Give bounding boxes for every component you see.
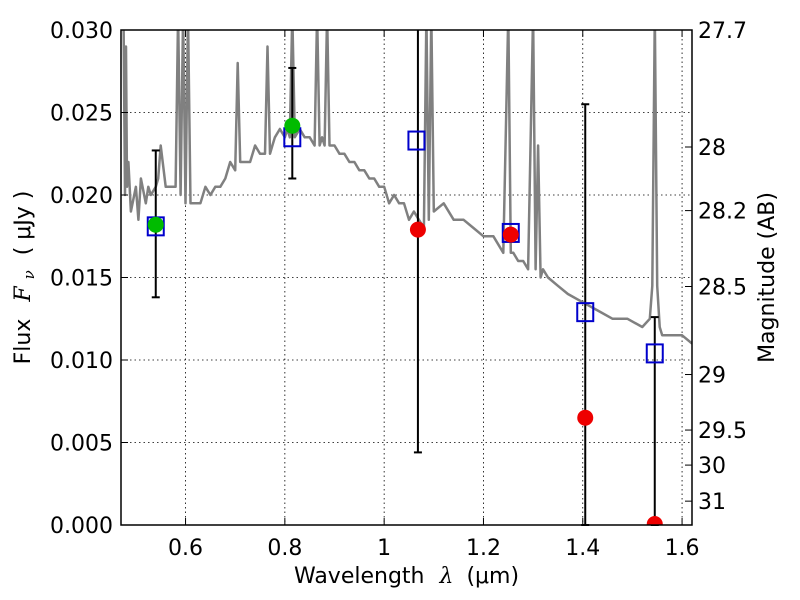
y2-tick-label: 29 — [698, 364, 726, 389]
y2-tick-label: 29.5 — [698, 419, 747, 444]
data-markers — [146, 117, 664, 525]
axis-ticks: 0.6 0.8 1 1.2 1.4 1.6 0.000 0.005 0.010 0.015 0.02… — [50, 19, 747, 561]
y-tick-label: 0.000 — [50, 514, 113, 539]
y2-tick-label: 28 — [698, 136, 726, 161]
y2-tick-label: 31 — [698, 490, 726, 515]
template-spectrum — [122, 30, 692, 345]
nondetection-point — [646, 516, 663, 525]
y-tick-label: 0.015 — [50, 267, 113, 292]
grid-lines — [121, 29, 692, 526]
template-spectrum-line — [122, 30, 692, 345]
nondetection-point — [502, 226, 519, 243]
y-tick-label: 0.010 — [50, 349, 113, 374]
x-axis-label: Wavelength λ (μm) — [294, 564, 519, 589]
x-tick-label: 0.8 — [267, 536, 302, 561]
model-flux-square — [407, 130, 426, 151]
model-flux-square — [576, 302, 595, 323]
y-tick-label: 0.025 — [50, 102, 113, 127]
y-axis-label: Flux F ν ( μJy ) — [11, 191, 40, 365]
x-tick-label: 0.6 — [168, 536, 203, 561]
x-tick-label: 1 — [377, 536, 391, 561]
y2-tick-label: 27.7 — [698, 19, 747, 44]
detection-point — [147, 216, 164, 233]
nondetection-point — [409, 221, 426, 238]
error-bars — [151, 30, 659, 526]
y2-tick-label: 28.5 — [698, 276, 747, 301]
nondetection-point — [577, 409, 594, 426]
model-flux-square — [645, 343, 664, 364]
x-tick-label: 1.4 — [565, 536, 600, 561]
y-tick-label: 0.020 — [50, 184, 113, 209]
y-tick-label: 0.030 — [50, 19, 113, 44]
detection-point — [284, 117, 301, 134]
y2-axis-label: Magnitude (AB) — [755, 192, 780, 363]
y2-tick-label: 30 — [698, 454, 726, 479]
y-tick-label: 0.005 — [50, 432, 113, 457]
x-tick-label: 1.6 — [665, 536, 700, 561]
y2-tick-label: 28.2 — [698, 200, 747, 225]
x-tick-label: 1.2 — [466, 536, 501, 561]
